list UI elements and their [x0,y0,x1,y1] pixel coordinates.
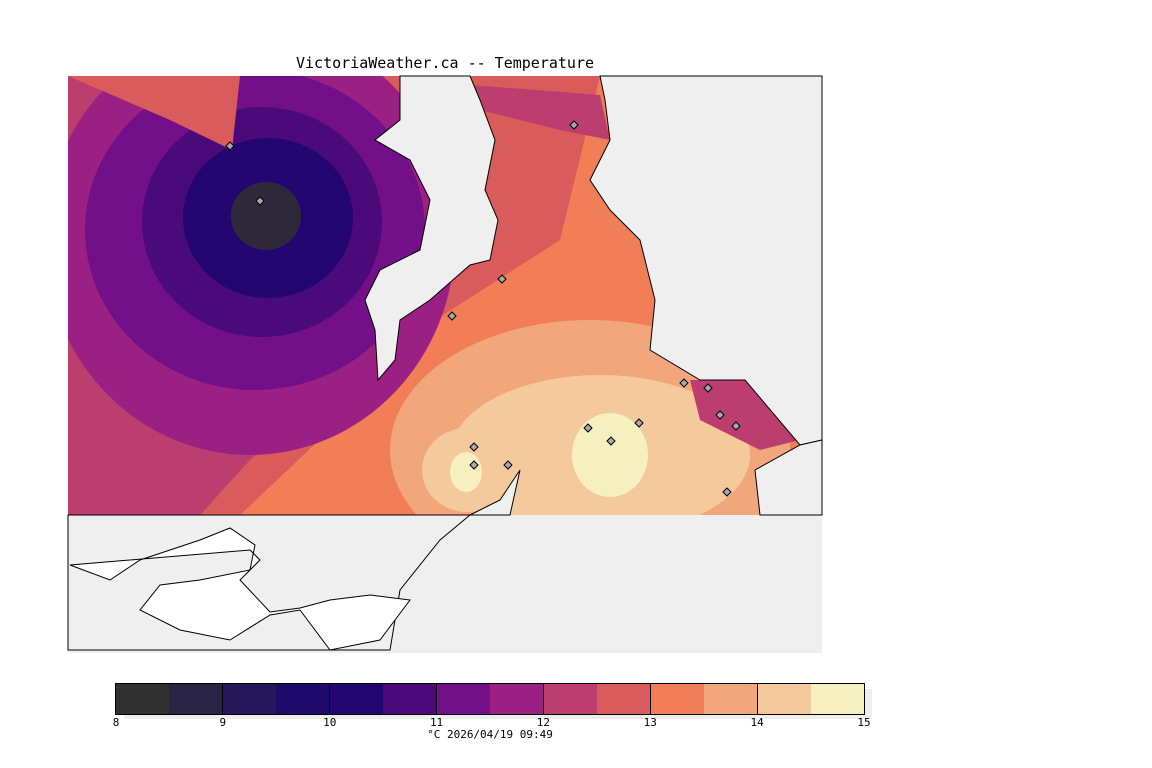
colorbar-segment [223,684,276,714]
contour-field [68,76,822,515]
colorbar-units-timestamp: °C 2026/04/19 09:49 [427,728,553,741]
colorbar-segment [704,684,758,714]
colorbar-segment [490,684,544,714]
colorbar-tick-label: 11 [429,716,444,729]
colorbar-tick-label: 14 [750,716,764,729]
temperature-map [67,75,823,653]
colorbar-tick-label: 12 [536,716,551,729]
colorbar [115,683,865,715]
colorbar-segment [276,684,330,714]
colorbar-segment [651,684,704,714]
colorbar-segment [758,684,811,714]
colorbar-segment [437,684,490,714]
colorbar-tick-label: 9 [219,716,227,729]
colorbar-segment [116,684,169,714]
colorbar-tick-label: 13 [643,716,657,729]
colorbar-segment [383,684,437,714]
colorbar-tick-label: 15 [857,716,871,729]
colorbar-segment [169,684,223,714]
colorbar-segment [330,684,383,714]
land-outline [69,527,411,651]
map-title: VictoriaWeather.ca -- Temperature [295,54,594,72]
station-markers [225,120,741,497]
colorbar-tick-label: 10 [323,716,337,729]
colorbar-tick-label: 8 [112,716,120,729]
colorbar-segment [597,684,651,714]
colorbar-segment [811,684,864,714]
colorbar-segment [544,684,597,714]
